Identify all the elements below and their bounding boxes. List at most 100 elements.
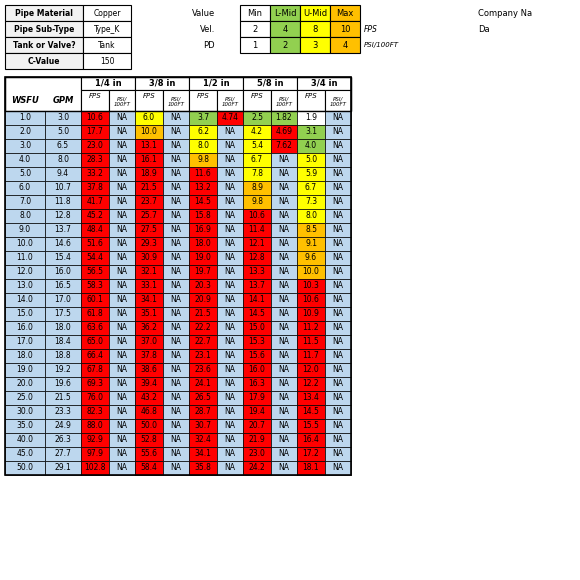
Text: Min: Min [248, 9, 263, 17]
Bar [45, 139, 81, 153]
Bar [45, 405, 81, 419]
Text: 3.1: 3.1 [305, 128, 317, 136]
Text: 14.5: 14.5 [194, 198, 212, 206]
Text: 37.8: 37.8 [140, 351, 157, 361]
Text: 69.3: 69.3 [86, 379, 103, 389]
Bar [135, 307, 163, 321]
Bar [325, 461, 351, 475]
Bar [243, 335, 271, 349]
Bar [217, 433, 243, 447]
Bar [297, 223, 325, 237]
Bar [330, 5, 360, 21]
Bar [217, 111, 243, 125]
Text: NA: NA [224, 267, 235, 277]
Text: 6.2: 6.2 [197, 128, 209, 136]
Text: NA: NA [224, 422, 235, 430]
Text: NA: NA [278, 240, 289, 248]
Text: NA: NA [171, 183, 182, 193]
Text: 30.0: 30.0 [16, 408, 34, 416]
Bar [109, 209, 135, 223]
Bar [81, 363, 109, 377]
Bar [45, 461, 81, 475]
Text: NA: NA [224, 128, 235, 136]
Bar [271, 279, 297, 293]
Bar [217, 195, 243, 209]
Text: NA: NA [117, 393, 128, 403]
Bar [243, 447, 271, 461]
Text: NA: NA [224, 310, 235, 318]
Text: 16.3: 16.3 [249, 379, 266, 389]
Text: 14.5: 14.5 [249, 310, 266, 318]
Text: NA: NA [332, 450, 343, 459]
Bar [243, 307, 271, 321]
Text: 8.5: 8.5 [305, 226, 317, 234]
Text: NA: NA [278, 393, 289, 403]
Text: 6.7: 6.7 [305, 183, 317, 193]
Text: FPS: FPS [364, 24, 378, 34]
Text: NA: NA [332, 379, 343, 389]
Bar [243, 321, 271, 335]
Text: 92.9: 92.9 [86, 436, 103, 444]
Text: NA: NA [117, 379, 128, 389]
Bar [243, 419, 271, 433]
Text: NA: NA [224, 393, 235, 403]
Text: NA: NA [171, 128, 182, 136]
Bar [189, 363, 217, 377]
Text: NA: NA [117, 142, 128, 150]
Text: 45.2: 45.2 [86, 212, 103, 220]
Bar [5, 5, 83, 21]
Text: 13.3: 13.3 [249, 267, 266, 277]
Bar [109, 307, 135, 321]
Bar [189, 377, 217, 391]
Bar [297, 433, 325, 447]
Text: PSI/
100FT: PSI/ 100FT [276, 96, 292, 107]
Text: 65.0: 65.0 [86, 338, 103, 346]
Bar [5, 251, 45, 265]
Text: Tank or Valve?: Tank or Valve? [13, 41, 75, 49]
Text: 9.8: 9.8 [251, 198, 263, 206]
Text: NA: NA [171, 114, 182, 122]
Bar [81, 349, 109, 363]
Text: NA: NA [278, 183, 289, 193]
Bar [45, 279, 81, 293]
Bar [135, 195, 163, 209]
Text: NA: NA [171, 463, 182, 473]
Bar [5, 223, 45, 237]
Bar [5, 419, 45, 433]
Bar [271, 251, 297, 265]
Text: 18.1: 18.1 [303, 463, 320, 473]
Bar [325, 293, 351, 307]
Text: NA: NA [224, 408, 235, 416]
Text: PSI/
100FT: PSI/ 100FT [222, 96, 238, 107]
Text: 16.0: 16.0 [17, 324, 34, 332]
Bar [189, 209, 217, 223]
Text: NA: NA [332, 169, 343, 179]
Text: NA: NA [332, 183, 343, 193]
Bar [163, 181, 189, 195]
Bar [217, 265, 243, 279]
Bar [297, 153, 325, 167]
Text: NA: NA [332, 267, 343, 277]
Text: L-Mid: L-Mid [274, 9, 296, 17]
Text: 18.4: 18.4 [55, 338, 71, 346]
Text: 23.7: 23.7 [140, 198, 157, 206]
Bar [189, 279, 217, 293]
Bar [135, 293, 163, 307]
Text: NA: NA [278, 267, 289, 277]
Bar [109, 153, 135, 167]
Text: 55.6: 55.6 [140, 450, 158, 459]
Bar [109, 111, 135, 125]
Text: 48.4: 48.4 [86, 226, 103, 234]
Text: NA: NA [332, 212, 343, 220]
Text: NA: NA [117, 212, 128, 220]
Text: 27.7: 27.7 [55, 450, 71, 459]
Bar [325, 363, 351, 377]
Text: NA: NA [278, 463, 289, 473]
Text: NA: NA [171, 295, 182, 305]
Text: NA: NA [117, 198, 128, 206]
Bar [135, 461, 163, 475]
Bar [163, 90, 189, 111]
Text: 24.9: 24.9 [55, 422, 71, 430]
Bar [217, 391, 243, 405]
Text: NA: NA [332, 310, 343, 318]
